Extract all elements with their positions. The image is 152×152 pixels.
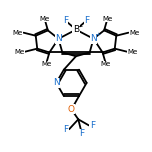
Text: Me: Me (129, 30, 139, 36)
Text: F: F (63, 125, 68, 134)
Text: Me: Me (40, 16, 50, 22)
Text: Me: Me (128, 49, 138, 55)
Text: Me: Me (13, 30, 23, 36)
Text: Me: Me (100, 61, 111, 67)
Text: Me: Me (41, 61, 52, 67)
Text: +: + (95, 32, 101, 37)
Text: B: B (73, 25, 79, 34)
Text: Me: Me (14, 49, 24, 55)
Text: F: F (90, 121, 95, 130)
Text: F: F (63, 16, 68, 25)
Text: −: − (77, 23, 82, 28)
Text: Me: Me (102, 16, 112, 22)
Text: O: O (68, 105, 75, 114)
Text: N: N (55, 34, 62, 43)
Text: F: F (84, 16, 89, 25)
Text: F: F (79, 129, 84, 138)
Text: N: N (90, 34, 97, 43)
Text: N: N (53, 78, 60, 87)
